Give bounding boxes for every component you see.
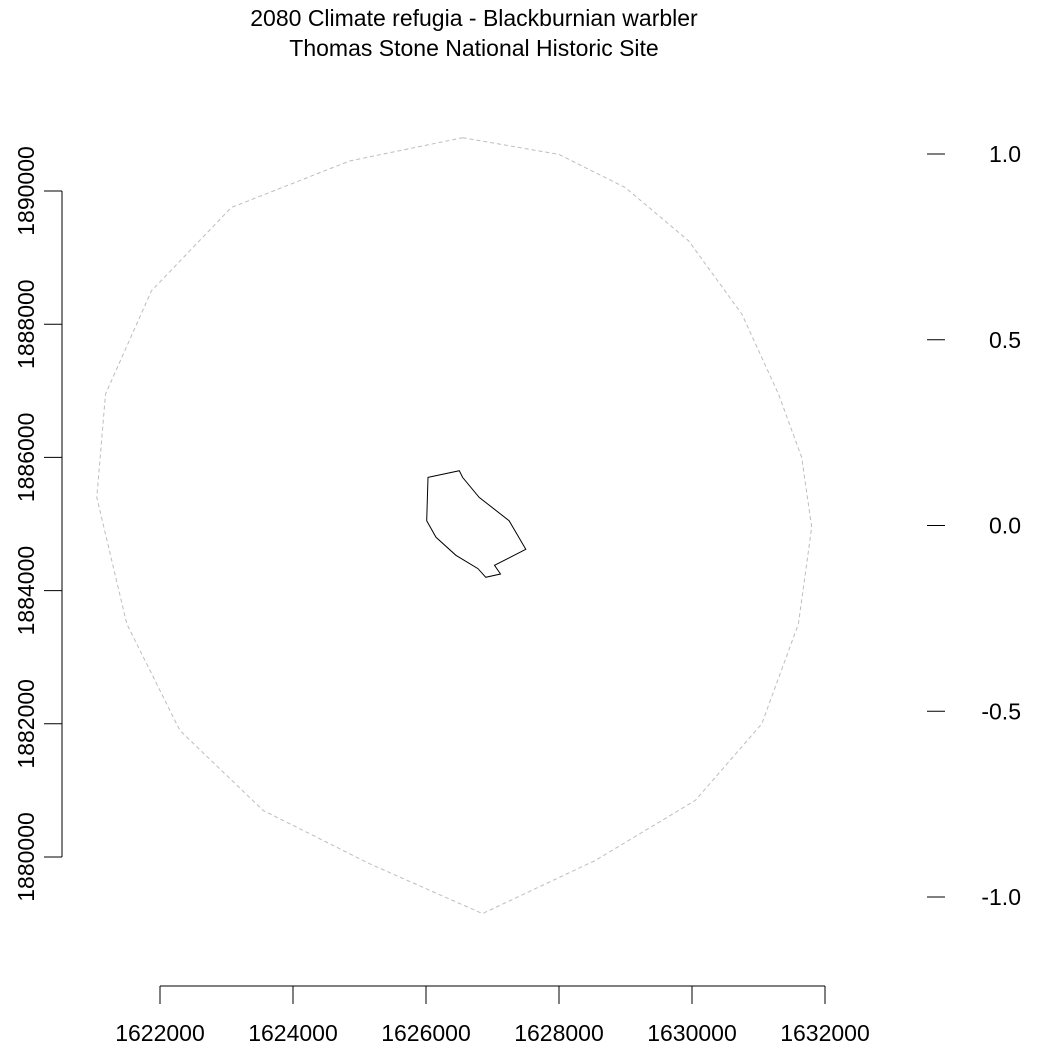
x-tick-label: 1630000 bbox=[647, 1020, 737, 1046]
park-boundary-outline bbox=[426, 470, 527, 578]
y-left-tick-label: 1890000 bbox=[13, 146, 39, 236]
x-tick-label: 1626000 bbox=[381, 1020, 471, 1046]
y-right-tick-label: 0.5 bbox=[989, 327, 1021, 353]
y-left-tick-label: 1884000 bbox=[13, 546, 39, 636]
x-tick-label: 1632000 bbox=[780, 1020, 870, 1046]
y-axis-left: 1880000 1882000 1884000 1886000 1888000 18900… bbox=[13, 146, 63, 902]
x-tick-label: 1622000 bbox=[115, 1020, 205, 1046]
y-axis-right: 1.0 0.5 0.0 -0.5 -1.0 bbox=[927, 141, 1021, 910]
y-right-tick-label: 0.0 bbox=[989, 513, 1021, 539]
chart-subtitle: Thomas Stone National Historic Site bbox=[289, 35, 658, 61]
chart-title: 2080 Climate refugia - Blackburnian warb… bbox=[250, 5, 698, 31]
map-layers bbox=[96, 137, 813, 915]
y-right-tick-label: 1.0 bbox=[989, 141, 1021, 167]
y-left-tick-label: 1886000 bbox=[13, 413, 39, 503]
buffer-outline bbox=[96, 137, 813, 915]
y-left-tick-label: 1880000 bbox=[13, 812, 39, 902]
y-left-tick-label: 1882000 bbox=[13, 679, 39, 769]
x-tick-label: 1624000 bbox=[248, 1020, 338, 1046]
y-right-tick-label: -1.0 bbox=[981, 884, 1021, 910]
x-tick-label: 1628000 bbox=[514, 1020, 604, 1046]
y-left-tick-label: 1888000 bbox=[13, 279, 39, 369]
y-right-tick-label: -0.5 bbox=[981, 698, 1021, 724]
x-axis: 1622000 1624000 1626000 1628000 1630000 16320… bbox=[115, 985, 870, 1046]
